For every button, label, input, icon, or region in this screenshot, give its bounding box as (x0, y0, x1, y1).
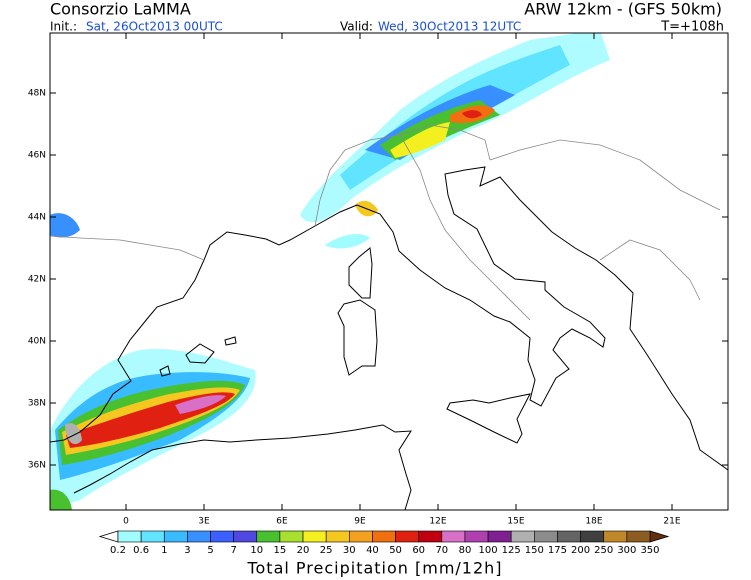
colorbar-box (603, 530, 628, 543)
colorbar-box (395, 530, 419, 543)
lon-label: 21E (663, 517, 680, 527)
colorbar-box (534, 530, 558, 543)
colorbar-box (557, 530, 581, 543)
lon-label: 15E (507, 517, 524, 527)
colorbar-label: 250 (594, 545, 613, 556)
colorbar-label: 25 (320, 545, 333, 556)
lat-label: 40N (28, 337, 46, 347)
map (50, 33, 728, 510)
colorbar-box (510, 530, 535, 543)
colorbar-box (626, 530, 651, 543)
right-title: ARW 12km - (GFS 50km) (524, 0, 722, 19)
colorbar-box (233, 530, 258, 543)
colorbar-label: 100 (479, 545, 498, 556)
colorbar-label: 10 (250, 545, 263, 556)
colorbar-label: 40 (366, 545, 379, 556)
colorbar-box (487, 530, 512, 543)
lon-label: 18E (585, 517, 602, 527)
colorbar-label: 350 (640, 545, 659, 556)
colorbar-box (302, 530, 327, 543)
colorbar-box (441, 530, 466, 543)
colorbar-label: 20 (297, 545, 310, 556)
colorbar-box (325, 530, 350, 543)
lat-label: 46N (28, 151, 46, 161)
map-frame (49, 32, 729, 511)
axes: 48N 46N 44N 42N 40N 38N 36N 0 3E 6E 9E 12E 15E 18E 21E (28, 33, 728, 527)
colorbar-label: 15 (274, 545, 287, 556)
precipitation (50, 33, 610, 510)
colorbar-label: 7 (230, 545, 236, 556)
valid-value: Wed, 30Oct2013 12UTC (378, 20, 521, 34)
left-title: Consorzio LaMMA (50, 0, 191, 19)
colorbar-label: 175 (548, 545, 567, 556)
colorbar-label: 30 (343, 545, 356, 556)
colorbar-box (279, 530, 304, 543)
colorbar-label: 125 (502, 545, 521, 556)
colorbar-label: 60 (412, 545, 425, 556)
valid-label: Valid: (340, 20, 373, 34)
init-value: Sat, 26Oct2013 00UTC (86, 20, 223, 34)
colorbar-box (140, 530, 165, 543)
forecast-time: T=+108h (660, 20, 724, 35)
lat-label: 36N (28, 461, 46, 471)
lon-label: 9E (354, 517, 366, 527)
lat-label: 44N (28, 213, 46, 223)
colorbar-label: 70 (435, 545, 448, 556)
colorbar-label: 150 (525, 545, 544, 556)
lon-label: 12E (429, 517, 446, 527)
lon-label: 0 (123, 517, 129, 527)
lat-label: 42N (28, 275, 46, 285)
lon-label: 6E (276, 517, 288, 527)
colorbar-label: 0.2 (110, 545, 126, 556)
colorbar-box (418, 530, 443, 543)
colorbar-label: 3 (184, 545, 190, 556)
colorbar-box (163, 530, 188, 543)
colorbar-box (580, 530, 605, 543)
colorbar: 0.2 0.6 1 3 5 7 10 15 20 25 30 40 50 60 70 80 100 125 150 1… (98, 530, 670, 556)
colorbar-label: 300 (617, 545, 636, 556)
colorbar-label: 200 (571, 545, 590, 556)
lat-label: 38N (28, 399, 46, 409)
colorbar-box (372, 530, 396, 543)
colorbar-box (464, 530, 489, 543)
colorbar-box (187, 530, 211, 543)
colorbar-title: Total Precipitation [mm/12h] (246, 559, 502, 578)
init-label: Init.: (50, 20, 77, 34)
lat-label: 48N (28, 89, 46, 99)
colorbar-label: 5 (207, 545, 213, 556)
colorbar-box (348, 530, 373, 543)
borders (50, 124, 721, 321)
colorbar-box (117, 530, 142, 543)
coastlines (50, 166, 728, 510)
colorbar-label: 80 (459, 545, 472, 556)
lon-label: 3E (198, 517, 210, 527)
colorbar-box (256, 530, 281, 543)
colorbar-box (210, 530, 234, 543)
colorbar-label: 50 (389, 545, 402, 556)
colorbar-label: 0.6 (133, 545, 149, 556)
colorbar-label: 1 (161, 545, 167, 556)
